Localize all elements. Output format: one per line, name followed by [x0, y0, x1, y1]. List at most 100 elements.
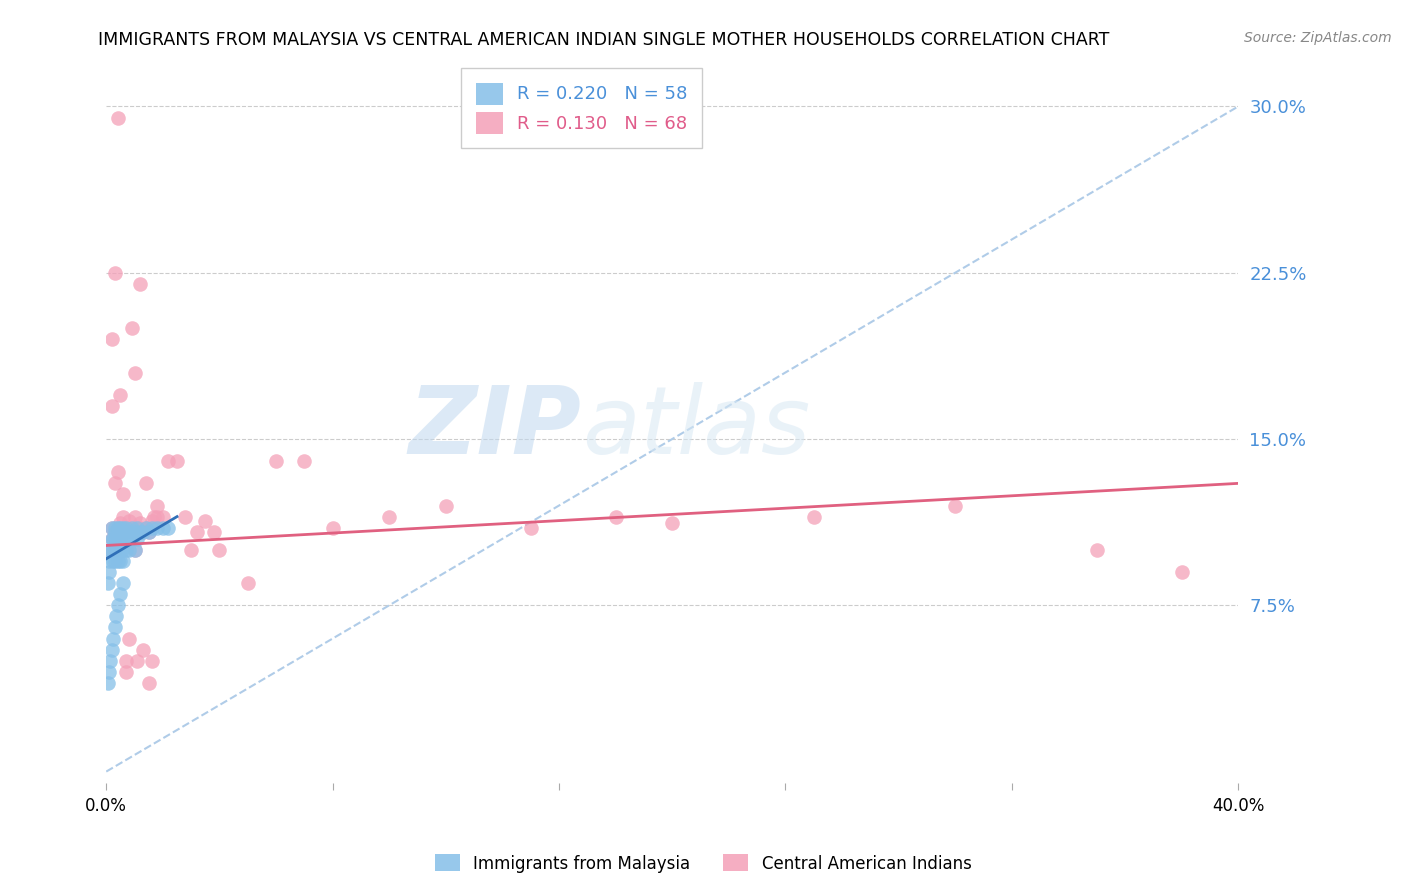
Point [519, 521, 541, 535]
Point [107, 532, 129, 546]
Point [141, 654, 163, 668]
Point [143, 509, 166, 524]
Point [115, 542, 138, 557]
Point [129, 525, 152, 540]
Point [100, 542, 122, 557]
Point [104, 620, 127, 634]
Point [121, 521, 143, 535]
Point [236, 576, 259, 591]
Point [127, 654, 149, 668]
Point [103, 554, 125, 568]
Point [104, 521, 127, 535]
Point [124, 542, 146, 557]
Point [174, 509, 197, 524]
Point [157, 521, 180, 535]
Point [98, 542, 121, 557]
Point [97, 676, 120, 690]
Point [121, 525, 143, 540]
Point [104, 554, 127, 568]
Point [104, 542, 127, 557]
Point [129, 521, 152, 535]
Point [111, 542, 134, 557]
Point [108, 532, 131, 546]
Point [152, 509, 174, 524]
Point [127, 525, 149, 540]
Point [166, 454, 188, 468]
Point [101, 521, 124, 535]
Point [101, 532, 124, 546]
Point [112, 521, 135, 535]
Point [124, 525, 146, 540]
Point [104, 525, 127, 540]
Text: Source: ZipAtlas.com: Source: ZipAtlas.com [1244, 31, 1392, 45]
Point [146, 499, 169, 513]
Point [157, 454, 180, 468]
Point [127, 532, 149, 546]
Point [135, 521, 157, 535]
Point [186, 525, 208, 540]
Point [110, 542, 132, 557]
Point [118, 542, 141, 557]
Point [97, 576, 120, 591]
Point [121, 321, 143, 335]
Point [115, 521, 138, 535]
Point [107, 542, 129, 557]
Point [112, 554, 135, 568]
Point [138, 525, 160, 540]
Point [1085, 542, 1108, 557]
Point [101, 532, 124, 546]
Point [98, 665, 121, 679]
Point [98, 565, 121, 579]
Point [107, 521, 129, 535]
Point [104, 542, 127, 557]
Point [135, 521, 157, 535]
Point [208, 542, 231, 557]
Point [107, 532, 129, 546]
Point [115, 525, 138, 540]
Point [117, 532, 139, 546]
Point [107, 111, 129, 125]
Point [110, 532, 132, 546]
Point [138, 676, 160, 690]
Point [118, 525, 141, 540]
Point [146, 521, 169, 535]
Point [103, 632, 125, 646]
Point [101, 542, 124, 557]
Point [194, 514, 217, 528]
Point [124, 542, 146, 557]
Point [434, 499, 457, 513]
Point [101, 399, 124, 413]
Point [803, 509, 825, 524]
Point [141, 521, 163, 535]
Point [104, 266, 127, 280]
Point [103, 532, 125, 546]
Point [378, 509, 401, 524]
Point [98, 554, 121, 568]
Point [107, 599, 129, 613]
Point [124, 509, 146, 524]
Point [112, 532, 135, 546]
Point [110, 521, 132, 535]
Point [115, 665, 138, 679]
Point [121, 532, 143, 546]
Point [264, 454, 287, 468]
Text: ZIP: ZIP [409, 382, 582, 474]
Point [1170, 565, 1192, 579]
Point [107, 521, 129, 535]
Point [138, 525, 160, 540]
Point [110, 516, 132, 531]
Point [129, 516, 152, 531]
Point [124, 366, 146, 380]
Point [107, 554, 129, 568]
Point [118, 632, 141, 646]
Point [118, 521, 141, 535]
Point [292, 454, 315, 468]
Point [101, 332, 124, 346]
Point [115, 532, 138, 546]
Point [202, 525, 225, 540]
Point [112, 525, 135, 540]
Text: IMMIGRANTS FROM MALAYSIA VS CENTRAL AMERICAN INDIAN SINGLE MOTHER HOUSEHOLDS COR: IMMIGRANTS FROM MALAYSIA VS CENTRAL AMER… [98, 31, 1109, 49]
Point [132, 525, 155, 540]
Point [180, 542, 202, 557]
Point [152, 521, 174, 535]
